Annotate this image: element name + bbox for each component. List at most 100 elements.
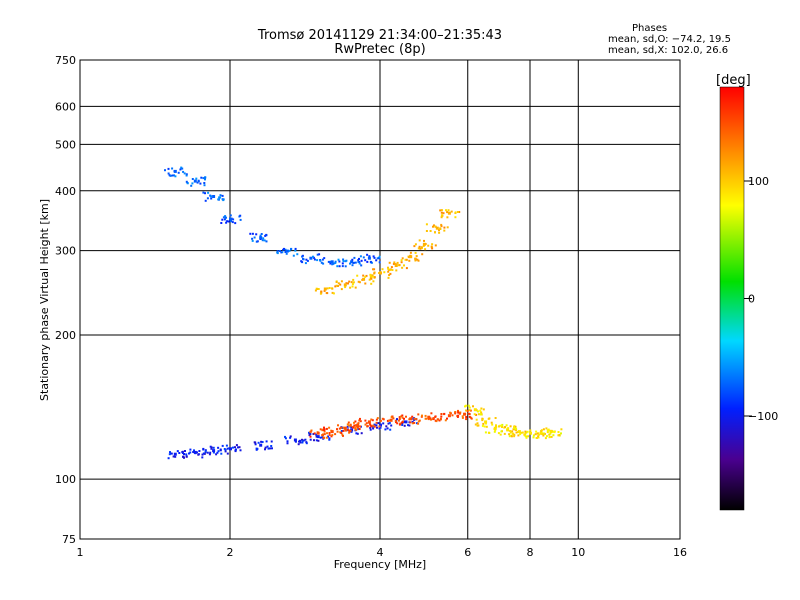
echo-dot	[369, 260, 372, 263]
echo-dot	[342, 258, 345, 261]
echo-dot	[440, 413, 443, 415]
phase-stats-x: mean, sd,X: 102.0, 26.6	[608, 45, 729, 56]
colorbar-tick-label: 100	[748, 175, 769, 188]
echo-dot	[379, 426, 382, 429]
echo-dot	[185, 455, 188, 458]
echo-dot	[312, 255, 314, 258]
echo-dot	[424, 248, 427, 251]
echo-dot	[183, 456, 185, 459]
echo-dot	[404, 258, 407, 261]
echo-dot	[301, 440, 304, 443]
echo-dot	[305, 441, 308, 444]
echo-dot	[532, 434, 535, 437]
echo-dot	[400, 415, 403, 418]
echo-dot	[257, 441, 260, 444]
echo-dot	[259, 234, 262, 237]
echo-dot	[395, 269, 398, 272]
echo-dot	[290, 248, 292, 251]
colorbar-tick-label: 0	[748, 293, 755, 306]
echo-dot	[304, 262, 307, 265]
echo-dot	[440, 415, 443, 418]
echo-dot	[467, 412, 470, 415]
echo-dot	[481, 417, 484, 420]
echo-dot	[347, 428, 350, 431]
echo-dot	[326, 432, 328, 435]
echo-dot	[169, 451, 171, 454]
echo-dot	[200, 176, 203, 179]
echo-dot	[394, 420, 397, 423]
echo-dot	[315, 435, 318, 438]
trace-point	[362, 277, 366, 281]
y-tick-label: 500	[55, 138, 76, 151]
echo-dot	[427, 418, 430, 421]
echo-dot	[294, 247, 297, 250]
echo-dot	[449, 411, 452, 414]
echo-dot	[239, 449, 242, 452]
echo-dot	[270, 440, 273, 443]
chart-subtitle: RwPretec (8p)	[334, 42, 426, 57]
echo-dot	[220, 452, 223, 455]
echo-dot	[373, 423, 376, 426]
echo-dot	[487, 431, 490, 434]
echo-dot	[206, 451, 209, 454]
echo-dot	[523, 434, 526, 437]
echo-dot	[358, 257, 360, 260]
echo-dot	[509, 425, 512, 428]
echo-dot	[319, 259, 322, 262]
echo-dot	[178, 452, 181, 454]
echo-dot	[488, 417, 491, 420]
y-tick-label: 200	[55, 329, 76, 342]
echo-dot	[224, 450, 227, 453]
echo-dot	[515, 431, 518, 434]
echo-dot	[260, 233, 263, 235]
x-tick-label: 6	[464, 546, 471, 559]
echo-dot	[442, 212, 445, 215]
echo-dot	[417, 422, 420, 425]
echo-dot	[405, 258, 408, 261]
echo-dot	[313, 439, 315, 442]
echo-dot	[309, 435, 312, 438]
trace-point	[539, 431, 543, 435]
echo-dot	[218, 196, 221, 199]
echo-dot	[493, 430, 496, 433]
echo-dot	[336, 430, 339, 433]
echo-dot	[418, 245, 421, 248]
echo-dot	[438, 231, 441, 234]
echo-dot	[498, 425, 501, 428]
echo-dot	[446, 216, 449, 219]
y-tick-label: 600	[55, 100, 76, 113]
trace-point	[330, 260, 334, 264]
echo-dot	[461, 416, 464, 419]
echo-dot	[349, 423, 352, 426]
echo-dot	[301, 441, 304, 444]
echo-dot	[425, 223, 428, 226]
echo-dot	[364, 423, 367, 426]
echo-dot	[263, 239, 266, 242]
echo-dot	[440, 223, 443, 226]
echo-dot	[335, 281, 338, 283]
echo-dot	[405, 267, 408, 270]
echo-dot	[378, 425, 381, 428]
echo-dot	[416, 258, 419, 261]
echo-dot	[438, 419, 441, 422]
echo-dot	[319, 292, 322, 295]
echo-dot	[513, 434, 516, 436]
echo-dot	[172, 455, 175, 458]
echo-dot	[340, 432, 343, 434]
y-axis-label: Stationary phase Virtual Height [km]	[38, 199, 51, 401]
echo-dot	[294, 440, 297, 443]
echo-dot	[370, 282, 373, 285]
echo-dot	[373, 272, 376, 275]
echo-dot	[251, 232, 254, 235]
echo-dot	[189, 451, 192, 454]
echo-dot	[415, 418, 418, 421]
echo-dot	[197, 180, 200, 183]
echo-dot	[514, 425, 517, 428]
echo-dot	[369, 275, 372, 278]
trace-point	[549, 430, 553, 434]
echo-dot	[265, 234, 268, 237]
echo-dot	[308, 431, 310, 434]
echo-dot	[351, 283, 354, 286]
echo-dot	[352, 261, 355, 264]
echo-dot	[553, 431, 556, 434]
